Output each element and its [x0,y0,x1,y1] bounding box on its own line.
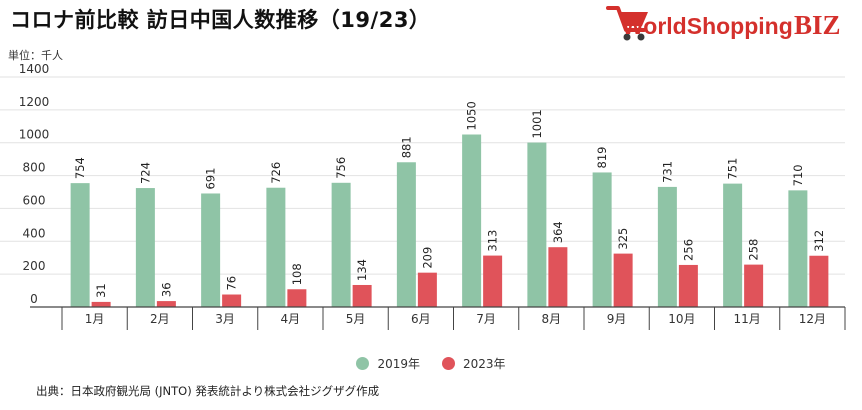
bar-2023 [483,255,503,307]
bar-2023 [809,255,829,307]
bar-2023 [222,294,242,307]
x-tick-label: 11月 [733,312,760,326]
data-label: 754 [73,157,87,179]
bar-2019 [70,183,90,307]
x-tick-label: 8月 [542,312,562,326]
bar-2019 [135,188,155,307]
x-tick-label: 6月 [411,312,431,326]
legend-item-2019: 2019年 [356,352,420,374]
data-labels: 754 31 724 36 691 76 726 108 756 134 881 209 1050 313… [73,101,826,298]
data-label: 710 [791,164,805,186]
data-label: 751 [726,158,740,180]
bar-2023 [352,284,372,307]
x-axis: 1月 2月 3月 4月 5月 6月 7月 8月 9月 10月 11月 12月 [30,306,846,330]
y-tick-label: 600 [23,193,46,207]
legend-swatch-2019 [356,356,370,370]
data-label: 881 [399,136,413,158]
data-label: 1001 [530,109,544,138]
data-label: 691 [204,168,218,190]
data-label: 258 [747,239,761,261]
bar-2019 [527,142,547,307]
data-label: 134 [355,259,369,281]
unit-label: 単位：千人 [8,49,63,62]
legend-swatch-2023 [442,356,455,370]
source-note: 出典：日本政府観光局 (JNTO) 発表統計より株式会社ジグザグ作成 [36,384,380,398]
data-label: 76 [225,276,239,291]
chart-title: コロナ前比較 訪日中国人数推移（19/23） [10,8,431,32]
y-tick-label: 0 [30,292,38,306]
x-tick-label: 5月 [346,312,366,326]
data-label: 819 [595,146,609,168]
y-tick-label: 1000 [19,128,50,142]
bar-2019 [723,183,743,307]
x-tick-label: 12月 [799,312,826,326]
bar-2023 [287,289,307,307]
bar-2019 [331,182,351,307]
y-tick-label: 400 [23,226,46,240]
x-tick-label: 1月 [85,312,105,326]
bar-2023 [613,253,633,307]
data-label: 731 [660,161,674,183]
x-tick-label: 3月 [215,312,235,326]
bar-2019 [592,172,612,307]
x-tick-label: 4月 [281,312,301,326]
bar-2023 [744,264,764,307]
bar-2019 [396,162,416,307]
data-label: 726 [269,162,283,184]
data-label: 364 [551,221,565,243]
legend: 2019年 2023年 [0,352,862,374]
worldshopping-biz-logo: WorldShopping BIZ [604,0,860,46]
bar-2019 [266,187,286,307]
data-label: 209 [420,247,434,269]
shopping-cart-icon [606,6,648,41]
data-label: 256 [681,239,695,261]
bar-2023 [417,272,437,307]
y-tick-label: 1200 [19,95,50,109]
data-label: 1050 [465,101,479,130]
legend-label-2023: 2023年 [463,356,506,371]
bar-2019 [201,193,221,307]
legend-item-2023: 2023年 [442,352,506,374]
grid-lines [0,76,845,275]
bar-2019 [788,190,808,307]
data-label: 108 [290,263,304,285]
bar-2019 [657,186,677,307]
data-label: 313 [486,230,500,252]
y-tick-label: 1400 [19,62,50,76]
data-label: 36 [159,282,173,297]
bars [70,134,829,307]
x-tick-label: 7月 [476,312,496,326]
legend-label-2019: 2019年 [377,356,420,371]
y-tick-label: 200 [23,259,46,273]
bar-2023 [91,301,111,307]
bar-2023 [548,247,568,307]
bar-2019 [462,134,482,307]
y-axis-ticks: 0 200 400 600 800 1000 1200 1400 [19,62,50,306]
bar-2023 [678,264,698,307]
x-tick-label: 10月 [668,312,695,326]
data-label: 756 [334,157,348,179]
x-tick-label: 9月 [607,312,627,326]
x-tick-label: 2月 [150,312,170,326]
y-tick-label: 800 [23,161,46,175]
bar-2023 [156,301,176,307]
logo-text-main: WorldShopping [622,13,793,39]
data-label: 312 [812,230,826,252]
logo-text-accent: BIZ [794,10,841,40]
data-label: 724 [138,162,152,184]
data-label: 325 [616,228,630,250]
data-label: 31 [94,283,108,298]
